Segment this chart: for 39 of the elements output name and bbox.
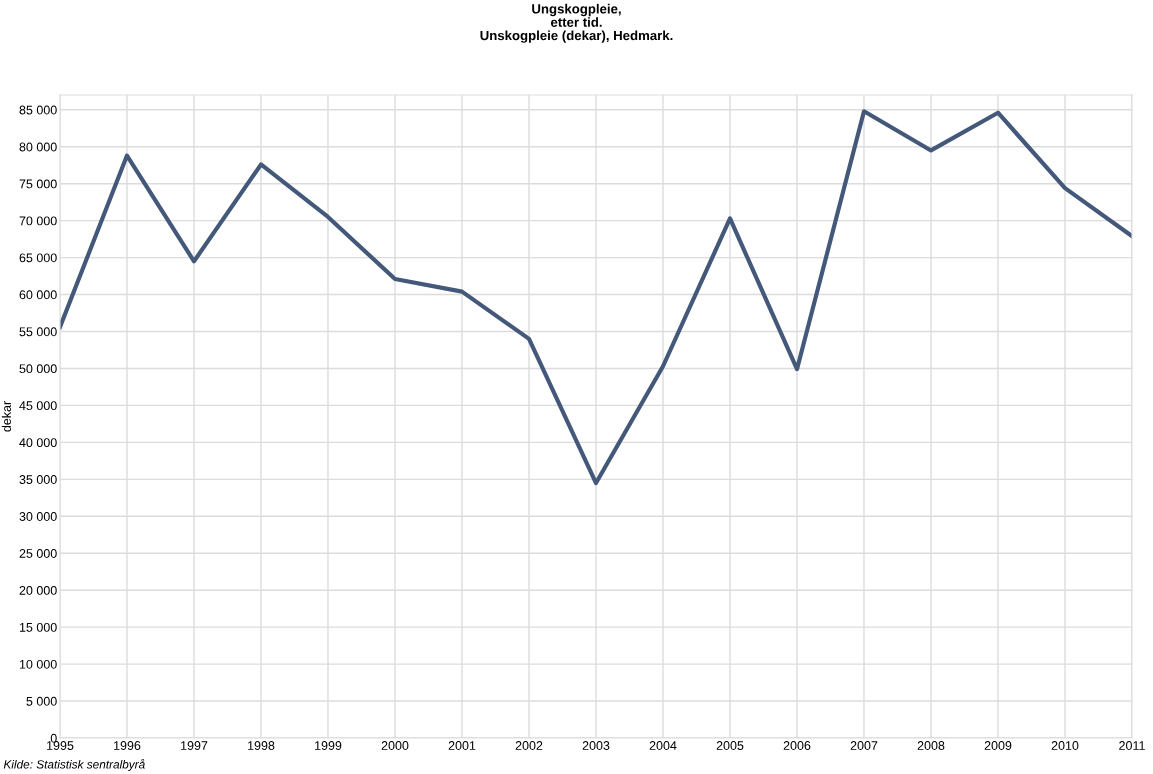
y-tick-label: 5 000 [26,696,57,706]
x-tick-label: 1998 [248,741,275,750]
y-tick-label: 0 [50,733,57,743]
x-tick-label: 2000 [381,741,409,750]
y-tick-label: 65 000 [19,253,57,263]
y-tick-label: 25 000 [19,549,57,558]
x-tick-label: 1995 [47,741,74,750]
x-tick-label: 1996 [114,741,141,750]
y-tick-label: 40 000 [19,438,57,448]
x-tick-label: 2011 [1119,741,1145,750]
y-tick-label: 60 000 [19,290,57,300]
x-tick-label: 2010 [1051,741,1079,750]
line-series [60,109,1132,486]
x-tick-label: 2007 [850,741,878,750]
y-tick-label: 70 000 [19,216,57,226]
text: Kilde: Statistisk sentralbyrå [3,758,145,771]
y-tick-label: 15 000 [19,622,57,632]
x-tick-label: 2008 [917,741,945,750]
y-tick-label: 45 000 [19,401,57,411]
x-tick-label: 2005 [716,741,744,750]
x-tick-label: 2004 [649,741,677,750]
x-tick-label: 1997 [181,741,208,750]
y-tick-label: 30 000 [19,512,57,521]
x-tick-label: 2006 [783,741,811,750]
x-tick-label: 2001 [448,741,476,750]
y-tick-label: 20 000 [19,585,57,595]
x-tick-label: 1999 [315,741,342,750]
y-tick-label: 80 000 [19,142,57,152]
x-tick-label: 2009 [984,741,1012,750]
y-axis-title: dekar [1,401,11,432]
x-tick-label: 2003 [582,741,610,750]
y-tick-label: 55 000 [19,327,57,337]
y-tick-label: 85 000 [19,105,57,115]
y-tick-label: 10 000 [19,659,57,669]
chart-title: Ungskogpleie, etter tid. Unskogpleie (dekar), Hedmark. [480,3,673,43]
x-tick-label: 2002 [515,741,543,750]
y-tick-label: 50 000 [19,364,57,374]
y-tick-label: 35 000 [19,475,57,484]
y-tick-label: 75 000 [19,179,57,189]
